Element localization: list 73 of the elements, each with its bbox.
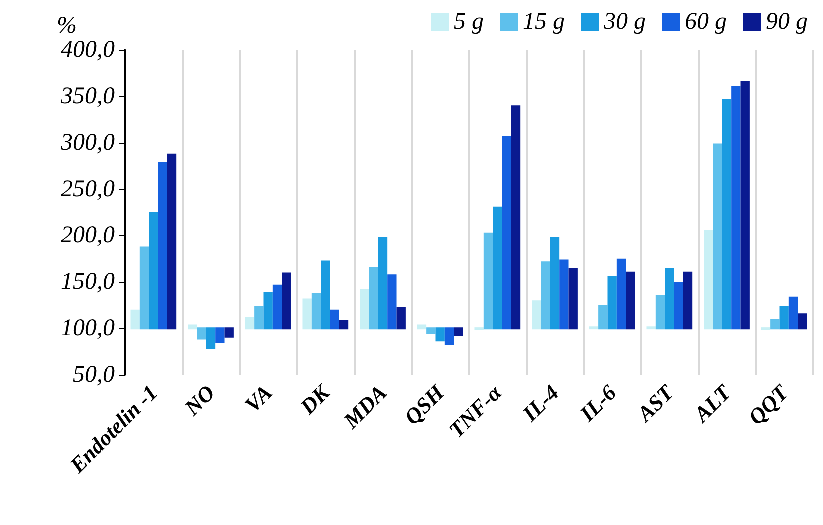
legend-label: 60 g [685,9,727,35]
bar [626,272,636,330]
bar [339,320,349,330]
legend-label: 15 g [523,9,565,35]
bar [369,267,378,330]
y-axis-title: % [57,13,77,40]
bar [454,328,464,336]
y-tick-label: 300,0 [60,130,115,156]
y-tick-label: 150,0 [61,269,115,296]
bar [722,99,732,330]
bar [484,232,494,330]
bar [770,319,780,330]
bar [436,328,445,342]
bar [321,260,330,330]
bar [360,290,370,330]
bar [312,293,322,330]
bar [245,317,255,330]
bar [798,314,808,330]
bar [550,238,560,330]
bar [206,328,216,350]
bar [502,136,512,330]
bar [568,268,578,330]
y-tick-label: 50,0 [73,362,115,388]
bar [788,296,798,330]
bar [378,238,388,330]
bar [130,310,140,330]
bar [683,272,693,330]
bar [272,284,282,330]
x-tick-label: DK [294,379,336,420]
y-tick-label: 200,0 [61,222,115,249]
bar [444,328,454,346]
bar [656,295,666,330]
bar [426,328,436,334]
bar [282,272,292,330]
bar [388,274,397,330]
x-tick-label: NO [178,380,220,422]
x-tick-label: VA [240,380,278,418]
bar [616,258,626,330]
legend-label: 90 g [766,9,808,35]
legend-label: 5 g [454,9,484,35]
bar [674,282,684,330]
bar [396,307,406,330]
bar [608,276,617,330]
y-tick-label: 100,0 [61,316,115,342]
bar [740,82,750,330]
bar [264,292,273,330]
bar [302,298,312,330]
bar [167,154,177,330]
bar [330,310,340,330]
bar [417,324,427,330]
bar [532,300,542,330]
bar [732,86,741,330]
bar [140,246,150,330]
bar [780,306,789,330]
bar [149,212,158,330]
bar [704,230,714,330]
bar [224,328,234,338]
bar [713,144,722,330]
bar [197,328,206,340]
bar [560,260,569,330]
bar [158,162,168,330]
y-tick-label: 400,0 [61,37,115,63]
bar [598,305,608,330]
bar [541,262,550,330]
bar [216,328,225,344]
bar [493,206,502,330]
bar [665,268,674,330]
y-tick-label: 250,0 [61,176,115,202]
bar [188,324,198,330]
bar [511,106,521,330]
bar [254,306,264,330]
legend-label: 30 g [603,9,646,35]
y-tick-label: 350,0 [60,83,115,110]
